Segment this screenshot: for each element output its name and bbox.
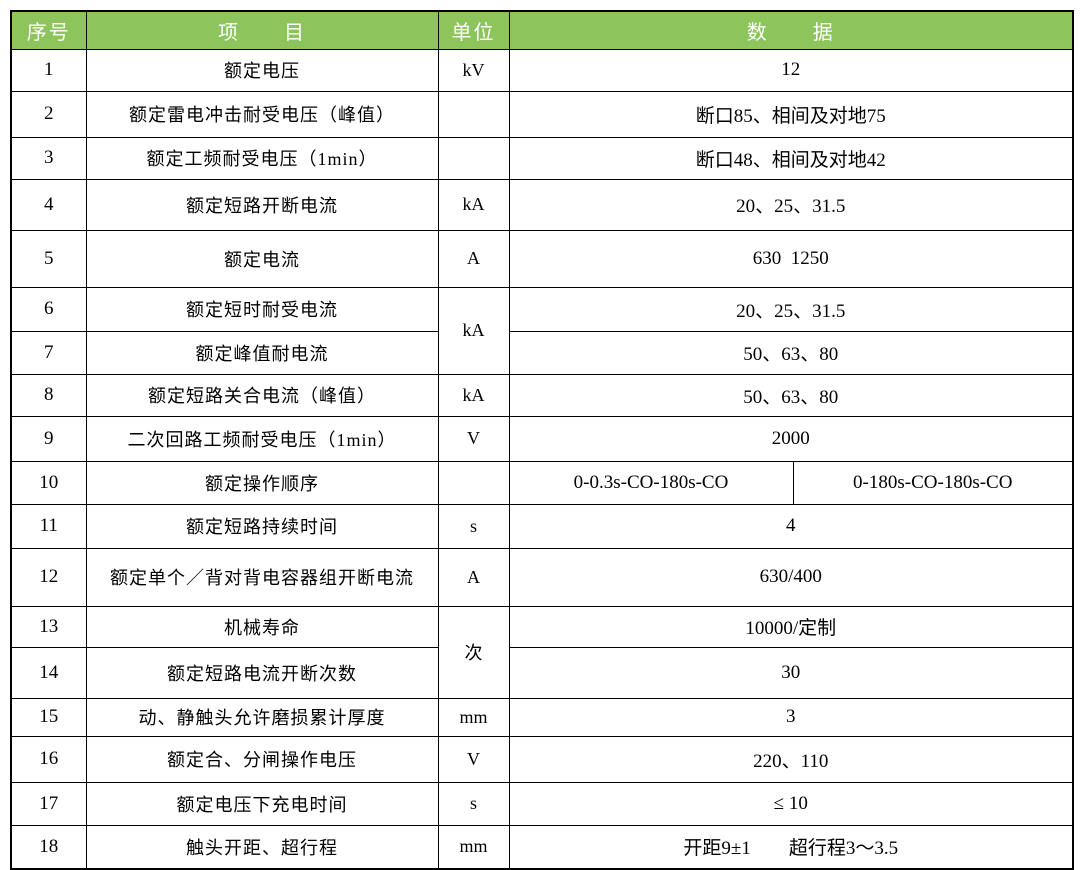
header-data: 数 据 [508,10,1074,50]
seq-cell: 18 [10,824,87,870]
item-cell: 动、静触头允许磨损累计厚度 [85,697,439,737]
seq-cell: 9 [10,415,87,462]
item-cell: 额定单个／背对背电容器组开断电流 [85,547,439,607]
table-row: 10 额定操作顺序 0-0.3s-CO-180s-CO 0-180s-CO-18… [10,460,1074,505]
data-cell: ≤ 10 [508,781,1074,826]
spec-table: 序号 项 目 单位 数 据 1 额定电压 kV 12 2 额定雷电冲击耐受电压（… [10,10,1074,870]
item-cell: 额定短路持续时间 [85,503,439,549]
seq-cell: 2 [10,90,87,138]
table-row: 2 额定雷电冲击耐受电压（峰值） 断口85、相间及对地75 [10,90,1074,138]
seq-cell: 4 [10,178,87,231]
item-cell: 额定电压下充电时间 [85,781,439,826]
unit-cell [437,90,510,138]
table-row: 15 动、静触头允许磨损累计厚度 mm 3 [10,697,1074,737]
item-cell: 额定短路关合电流（峰值） [85,373,439,417]
data-cell: 开距9±1 超行程3～3.5 [508,824,1074,870]
item-cell: 额定电流 [85,229,439,288]
item-cell: 额定雷电冲击耐受电压（峰值） [85,90,439,138]
item-cell: 额定短路开断电流 [85,178,439,231]
item-cell: 额定工频耐受电压（1min） [85,136,439,180]
unit-cell: s [437,503,510,549]
item-cell: 额定电压 [85,48,439,92]
header-num: 序号 [10,10,87,50]
unit-cell: mm [437,824,510,870]
seq-cell: 3 [10,136,87,180]
header-row: 序号 项 目 单位 数 据 [10,10,1074,50]
table-row: 8 额定短路关合电流（峰值） kA 50、63、80 [10,373,1074,417]
seq-cell: 7 [10,330,87,375]
data-cell: 20、25、31.5 [508,178,1074,231]
unit-cell: A [437,547,510,607]
data-cell: 12 [508,48,1074,92]
data-cell-right: 0-180s-CO-180s-CO [792,460,1074,505]
data-cell: 630 1250 [508,229,1074,288]
unit-cell: kV [437,48,510,92]
seq-cell: 10 [10,460,87,505]
table-row: 5 额定电流 A 630 1250 [10,229,1074,288]
unit-cell: V [437,735,510,783]
table-row: 11 额定短路持续时间 s 4 [10,503,1074,549]
item-cell: 额定峰值耐电流 [85,330,439,375]
data-cell: 630/400 [508,547,1074,607]
seq-cell: 14 [10,646,87,699]
data-cell: 50、63、80 [508,330,1074,375]
unit-cell: V [437,415,510,462]
seq-cell: 13 [10,605,87,648]
data-cell: 2000 [508,415,1074,462]
item-cell: 额定操作顺序 [85,460,439,505]
data-cell: 断口85、相间及对地75 [508,90,1074,138]
table-row: 13 机械寿命 次 10000/定制 [10,605,1074,699]
unit-cell: s [437,781,510,826]
unit-cell: A [437,229,510,288]
data-cell-left: 0-0.3s-CO-180s-CO [508,460,794,505]
header-unit: 单位 [437,10,510,50]
item-cell: 触头开距、超行程 [85,824,439,870]
seq-cell: 8 [10,373,87,417]
data-cell: 220、110 [508,735,1074,783]
seq-cell: 5 [10,229,87,288]
unit-cell [437,136,510,180]
table-row: 12 额定单个／背对背电容器组开断电流 A 630/400 [10,547,1074,607]
table-row: 18 触头开距、超行程 mm 开距9±1 超行程3～3.5 [10,824,1074,870]
unit-cell [437,460,510,505]
item-cell: 机械寿命 [85,605,439,648]
header-item: 项 目 [85,10,439,50]
item-cell: 二次回路工频耐受电压（1min） [85,415,439,462]
table-row: 3 额定工频耐受电压（1min） 断口48、相间及对地42 [10,136,1074,180]
data-cell: 断口48、相间及对地42 [508,136,1074,180]
item-cell: 额定短时耐受电流 [85,286,439,332]
table-row: 9 二次回路工频耐受电压（1min） V 2000 [10,415,1074,462]
table-row: 6 额定短时耐受电流 kA 20、25、31.5 [10,286,1074,375]
data-cell: 30 [508,646,1074,699]
unit-cell: mm [437,697,510,737]
unit-cell-merged: kA [437,286,510,375]
item-cell: 额定合、分闸操作电压 [85,735,439,783]
seq-cell: 17 [10,781,87,826]
unit-cell: kA [437,373,510,417]
table-row: 17 额定电压下充电时间 s ≤ 10 [10,781,1074,826]
table-row: 4 额定短路开断电流 kA 20、25、31.5 [10,178,1074,231]
unit-cell-merged: 次 [437,605,510,699]
data-cell: 3 [508,697,1074,737]
data-cell: 20、25、31.5 [508,286,1074,332]
seq-cell: 12 [10,547,87,607]
data-cell: 4 [508,503,1074,549]
unit-cell: kA [437,178,510,231]
data-cell: 50、63、80 [508,373,1074,417]
seq-cell: 6 [10,286,87,332]
seq-cell: 16 [10,735,87,783]
table-row: 16 额定合、分闸操作电压 V 220、110 [10,735,1074,783]
data-cell: 10000/定制 [508,605,1074,648]
seq-cell: 11 [10,503,87,549]
table-row: 1 额定电压 kV 12 [10,48,1074,92]
seq-cell: 1 [10,48,87,92]
item-cell: 额定短路电流开断次数 [85,646,439,699]
table-row: 14 额定短路电流开断次数 30 [10,646,1074,699]
seq-cell: 15 [10,697,87,737]
table-row: 7 额定峰值耐电流 50、63、80 [10,330,1074,375]
